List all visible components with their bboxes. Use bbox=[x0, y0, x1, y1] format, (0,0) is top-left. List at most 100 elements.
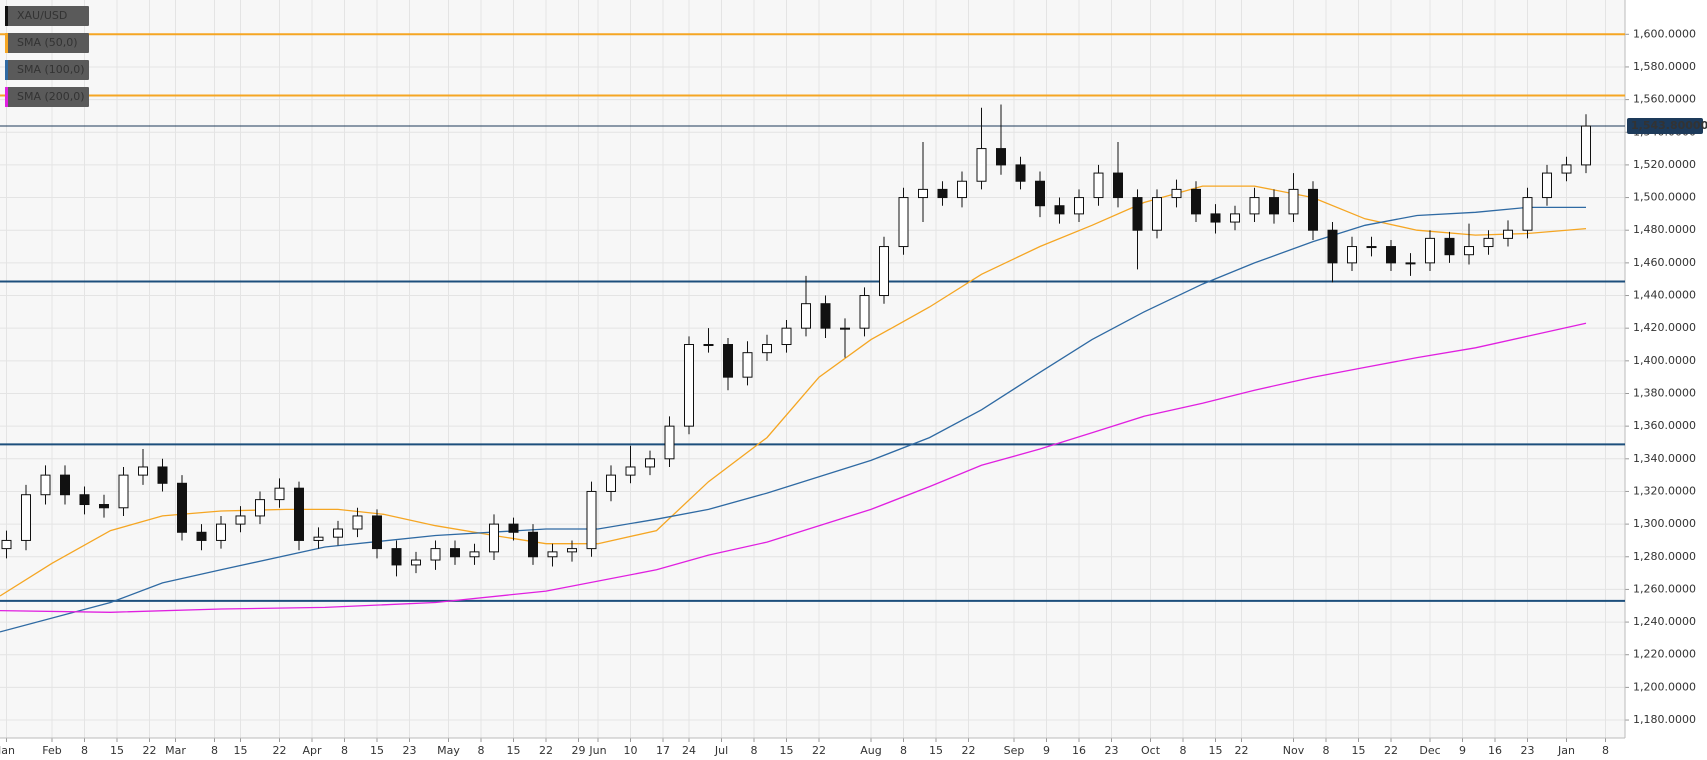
y-tick-label: 1,180.0000 bbox=[1633, 713, 1696, 726]
y-tick-label: 1,360.0000 bbox=[1633, 419, 1696, 432]
x-tick-label: 8 bbox=[81, 744, 88, 757]
y-tick-label: 1,260.0000 bbox=[1633, 582, 1696, 595]
y-tick-label: 1,340.0000 bbox=[1633, 452, 1696, 465]
x-tick-label: Nov bbox=[1283, 744, 1305, 757]
candle-body bbox=[1093, 172, 1104, 199]
candle-body bbox=[781, 327, 792, 346]
sma-line bbox=[0, 322, 1587, 613]
x-tick-label: 8 bbox=[211, 744, 218, 757]
x-tick-label: Dec bbox=[1419, 744, 1440, 757]
legend-swatch bbox=[5, 33, 8, 53]
y-tick-label: 1,280.0000 bbox=[1633, 550, 1696, 563]
candle-body bbox=[333, 528, 343, 538]
x-tick-label: 9 bbox=[1043, 744, 1050, 757]
candle-body bbox=[547, 551, 558, 558]
x-tick-label: 8 bbox=[900, 744, 907, 757]
y-tick-label: 1,220.0000 bbox=[1633, 648, 1696, 661]
x-tick-label: 15 bbox=[110, 744, 124, 757]
y-tick-label: 1,500.0000 bbox=[1633, 191, 1696, 204]
candle-body bbox=[1347, 246, 1357, 264]
x-tick-label: 10 bbox=[624, 744, 638, 757]
x-tick-label: 22 bbox=[273, 744, 287, 757]
x-tick-label: 17 bbox=[656, 744, 670, 757]
candle-body bbox=[1113, 172, 1123, 199]
candle-body bbox=[1464, 246, 1474, 256]
candle-body bbox=[1288, 188, 1299, 215]
x-tick-label: 15 bbox=[780, 744, 794, 757]
candle-body bbox=[1483, 237, 1494, 248]
y-tick-label: 1,460.0000 bbox=[1633, 256, 1696, 269]
y-tick-label: 1,440.0000 bbox=[1633, 289, 1696, 302]
y-tick-label: 1,400.0000 bbox=[1633, 354, 1696, 367]
legend-box bbox=[5, 6, 89, 26]
x-tick-label: 23 bbox=[1521, 744, 1535, 757]
candle-body bbox=[1366, 246, 1377, 249]
legend-label: SMA (50,0) bbox=[17, 36, 78, 49]
candle-body bbox=[1015, 164, 1026, 182]
candle-body bbox=[138, 466, 148, 476]
candle-body bbox=[1581, 125, 1591, 166]
candle-body bbox=[742, 352, 753, 378]
candle-body bbox=[255, 499, 265, 517]
candle-body bbox=[157, 466, 168, 484]
candle-body bbox=[294, 487, 304, 541]
x-tick-label: 24 bbox=[682, 744, 696, 757]
candle-body bbox=[1405, 262, 1416, 265]
x-tick-label: 8 bbox=[751, 744, 758, 757]
x-tick-label: Jan bbox=[1557, 744, 1575, 757]
candle-body bbox=[1542, 172, 1552, 199]
candle-body bbox=[1, 539, 12, 550]
y-tick-label: 1,420.0000 bbox=[1633, 321, 1696, 334]
y-tick-label: 1,580.0000 bbox=[1633, 60, 1696, 73]
legend-label: SMA (200,0) bbox=[17, 90, 85, 103]
candle-body bbox=[918, 188, 928, 199]
candle-body bbox=[1249, 197, 1260, 215]
x-tick-label: 22 bbox=[812, 744, 826, 757]
candle-body bbox=[1561, 164, 1572, 174]
candle-body bbox=[859, 295, 870, 329]
candle-body bbox=[1035, 180, 1045, 207]
price-label: 1,543.80000 bbox=[1631, 119, 1707, 132]
candle-body bbox=[79, 494, 90, 506]
x-tick-label: 8 bbox=[1180, 744, 1187, 757]
x-tick-label: Apr bbox=[302, 744, 322, 757]
x-tick-label: 22 bbox=[143, 744, 157, 757]
candle-body bbox=[118, 474, 129, 509]
candle-body bbox=[879, 246, 889, 297]
candle-body bbox=[645, 458, 655, 468]
candle-body bbox=[1444, 237, 1455, 256]
candle-body bbox=[840, 327, 850, 330]
x-tick-label: 8 bbox=[1602, 744, 1609, 757]
candle-body bbox=[40, 474, 51, 496]
candle-body bbox=[586, 490, 597, 550]
candle-body bbox=[664, 425, 675, 460]
candle-body bbox=[274, 487, 285, 501]
candle-body bbox=[801, 303, 811, 329]
candle-body bbox=[508, 523, 519, 533]
x-tick-label: 15 bbox=[1209, 744, 1223, 757]
candle-body bbox=[684, 344, 694, 427]
x-tick-label: 22 bbox=[1384, 744, 1398, 757]
candle-body bbox=[820, 303, 831, 329]
y-tick-label: 1,560.0000 bbox=[1633, 93, 1696, 106]
candle-body bbox=[411, 559, 421, 566]
x-tick-label: 15 bbox=[507, 744, 521, 757]
x-tick-label: 8 bbox=[478, 744, 485, 757]
x-tick-label: May bbox=[437, 744, 460, 757]
x-tick-label: 23 bbox=[1105, 744, 1119, 757]
candle-body bbox=[1171, 188, 1182, 199]
x-tick-label: 15 bbox=[929, 744, 943, 757]
legend-swatch bbox=[5, 6, 8, 26]
y-tick-label: 1,300.0000 bbox=[1633, 517, 1696, 530]
candle-body bbox=[957, 180, 967, 199]
legend-box bbox=[5, 87, 89, 107]
x-tick-label: 8 bbox=[1323, 744, 1330, 757]
candle-body bbox=[372, 515, 382, 550]
x-tick-label: 16 bbox=[1072, 744, 1086, 757]
x-tick-label: Jun bbox=[588, 744, 606, 757]
candle-body bbox=[196, 531, 207, 541]
x-tick-label: 16 bbox=[1488, 744, 1502, 757]
candle-body bbox=[1054, 205, 1065, 215]
y-tick-label: 1,320.0000 bbox=[1633, 484, 1696, 497]
